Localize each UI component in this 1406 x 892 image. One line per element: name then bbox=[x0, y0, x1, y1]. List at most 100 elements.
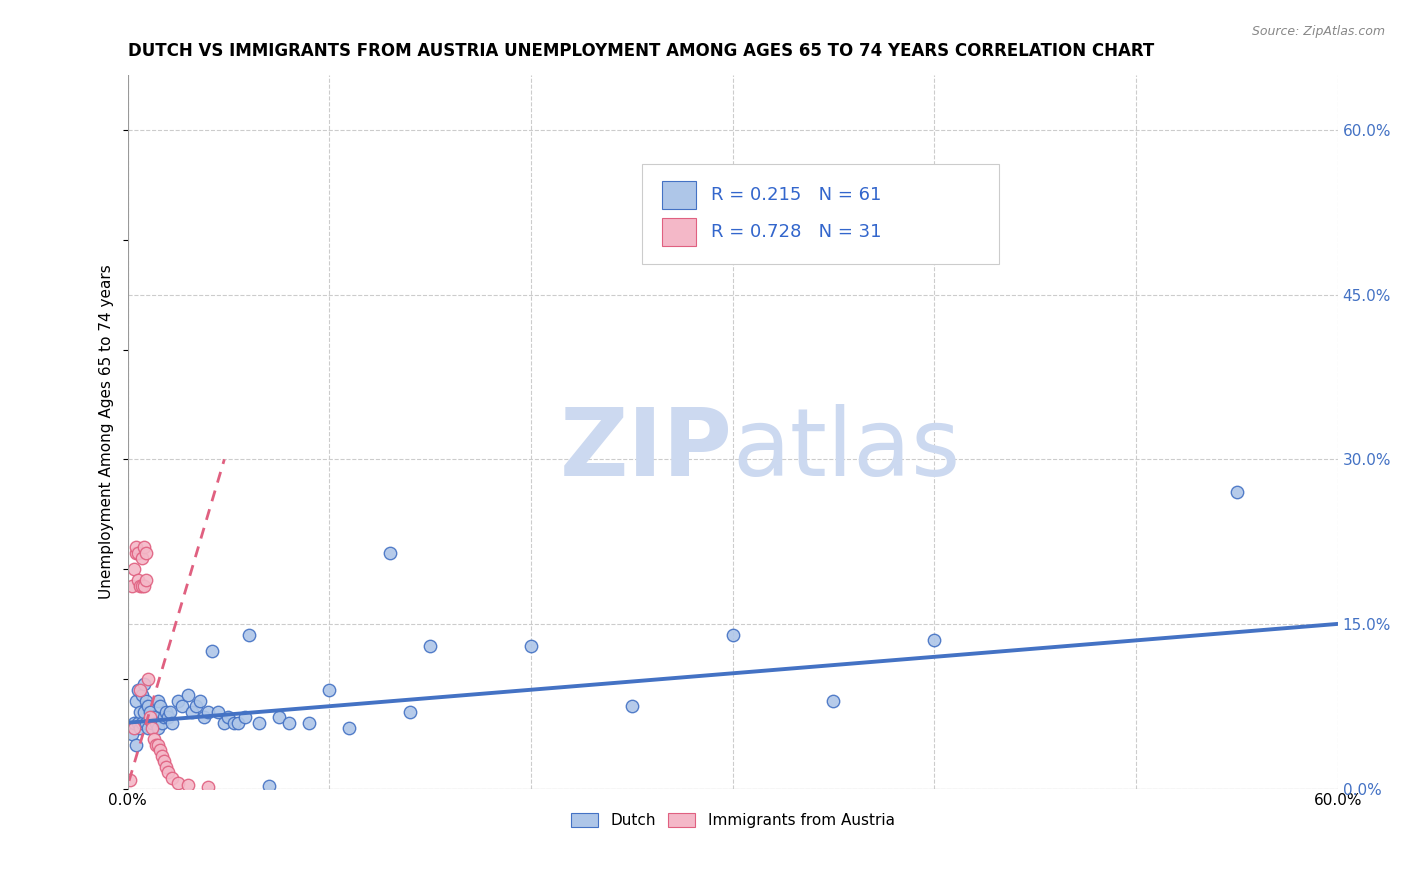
Point bbox=[149, 699, 172, 714]
Point bbox=[139, 710, 162, 724]
Point bbox=[177, 778, 200, 792]
Point bbox=[160, 715, 183, 730]
Point bbox=[142, 732, 165, 747]
Point bbox=[131, 715, 153, 730]
Point bbox=[128, 682, 150, 697]
Point bbox=[141, 715, 163, 730]
Point bbox=[132, 578, 155, 592]
Point bbox=[197, 780, 219, 795]
Point bbox=[155, 759, 177, 773]
Point bbox=[135, 545, 157, 559]
Point bbox=[127, 715, 149, 730]
Point bbox=[145, 715, 167, 730]
Point bbox=[132, 540, 155, 554]
Point bbox=[228, 715, 250, 730]
Point bbox=[267, 710, 290, 724]
Point bbox=[121, 578, 143, 592]
Point bbox=[167, 694, 190, 708]
Point bbox=[193, 710, 215, 724]
Point bbox=[146, 738, 169, 752]
Point bbox=[132, 705, 155, 719]
Point bbox=[170, 699, 193, 714]
Point bbox=[146, 694, 169, 708]
Point bbox=[135, 715, 157, 730]
Point bbox=[155, 705, 177, 719]
Point bbox=[131, 551, 153, 566]
Point bbox=[419, 639, 441, 653]
Point bbox=[298, 715, 321, 730]
Point bbox=[127, 573, 149, 587]
Point bbox=[318, 682, 340, 697]
Point bbox=[153, 754, 176, 768]
Point bbox=[257, 780, 280, 794]
Point bbox=[124, 738, 146, 752]
Text: ZIP: ZIP bbox=[560, 404, 733, 496]
Point bbox=[122, 721, 145, 735]
Point bbox=[277, 715, 299, 730]
Point bbox=[128, 721, 150, 735]
FancyBboxPatch shape bbox=[662, 181, 696, 210]
FancyBboxPatch shape bbox=[643, 164, 998, 264]
Point bbox=[121, 726, 143, 740]
Point bbox=[132, 677, 155, 691]
Legend: Dutch, Immigrants from Austria: Dutch, Immigrants from Austria bbox=[564, 806, 901, 834]
Point bbox=[922, 633, 945, 648]
Point bbox=[721, 628, 744, 642]
Point bbox=[139, 705, 162, 719]
Point bbox=[214, 715, 236, 730]
Point bbox=[233, 710, 256, 724]
Text: R = 0.215   N = 61: R = 0.215 N = 61 bbox=[711, 186, 882, 204]
Point bbox=[124, 694, 146, 708]
Point bbox=[136, 699, 159, 714]
Point bbox=[197, 705, 219, 719]
Point bbox=[135, 573, 157, 587]
Point bbox=[156, 765, 179, 780]
Point bbox=[150, 715, 173, 730]
Point bbox=[131, 578, 153, 592]
Point bbox=[177, 688, 200, 702]
Point bbox=[128, 705, 150, 719]
Point bbox=[823, 694, 845, 708]
Point bbox=[141, 721, 163, 735]
Point bbox=[124, 540, 146, 554]
Point bbox=[1226, 485, 1249, 500]
Point bbox=[150, 748, 173, 763]
Point bbox=[156, 710, 179, 724]
Point bbox=[145, 738, 167, 752]
Text: Source: ZipAtlas.com: Source: ZipAtlas.com bbox=[1251, 25, 1385, 38]
Point bbox=[339, 721, 361, 735]
Point bbox=[127, 682, 149, 697]
Point bbox=[167, 776, 190, 790]
Point bbox=[122, 715, 145, 730]
Point bbox=[378, 545, 401, 559]
Point bbox=[184, 699, 207, 714]
Y-axis label: Unemployment Among Ages 65 to 74 years: Unemployment Among Ages 65 to 74 years bbox=[100, 265, 114, 599]
Point bbox=[217, 710, 239, 724]
Point bbox=[238, 628, 260, 642]
Point bbox=[247, 715, 270, 730]
Point bbox=[127, 545, 149, 559]
Point bbox=[224, 715, 246, 730]
Point bbox=[207, 705, 229, 719]
Point bbox=[128, 578, 150, 592]
Point bbox=[620, 699, 643, 714]
Point bbox=[131, 688, 153, 702]
Point bbox=[118, 772, 141, 787]
Point bbox=[122, 562, 145, 576]
FancyBboxPatch shape bbox=[662, 218, 696, 246]
Point bbox=[201, 644, 224, 658]
Point bbox=[124, 545, 146, 559]
Point bbox=[520, 639, 543, 653]
Point bbox=[142, 710, 165, 724]
Text: atlas: atlas bbox=[733, 404, 960, 496]
Point bbox=[135, 694, 157, 708]
Point bbox=[159, 705, 181, 719]
Point bbox=[188, 694, 211, 708]
Point bbox=[399, 705, 422, 719]
Point bbox=[181, 705, 204, 719]
Text: DUTCH VS IMMIGRANTS FROM AUSTRIA UNEMPLOYMENT AMONG AGES 65 TO 74 YEARS CORRELAT: DUTCH VS IMMIGRANTS FROM AUSTRIA UNEMPLO… bbox=[128, 42, 1154, 60]
Point bbox=[136, 672, 159, 686]
Point bbox=[160, 771, 183, 785]
Point bbox=[153, 710, 176, 724]
Point bbox=[146, 721, 169, 735]
